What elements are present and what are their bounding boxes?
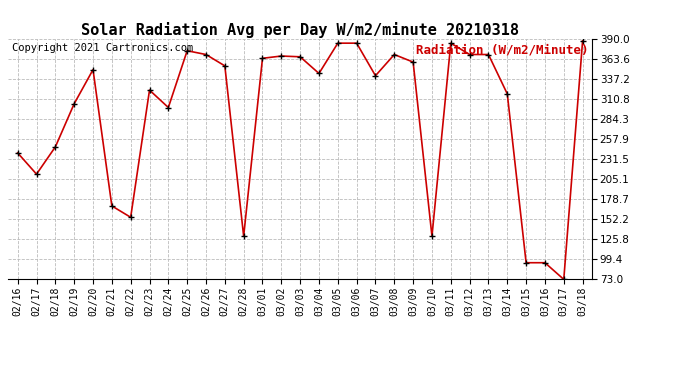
Text: Radiation (W/m2/Minute): Radiation (W/m2/Minute): [416, 43, 589, 56]
Title: Solar Radiation Avg per Day W/m2/minute 20210318: Solar Radiation Avg per Day W/m2/minute …: [81, 22, 519, 38]
Text: Copyright 2021 Cartronics.com: Copyright 2021 Cartronics.com: [12, 43, 193, 53]
